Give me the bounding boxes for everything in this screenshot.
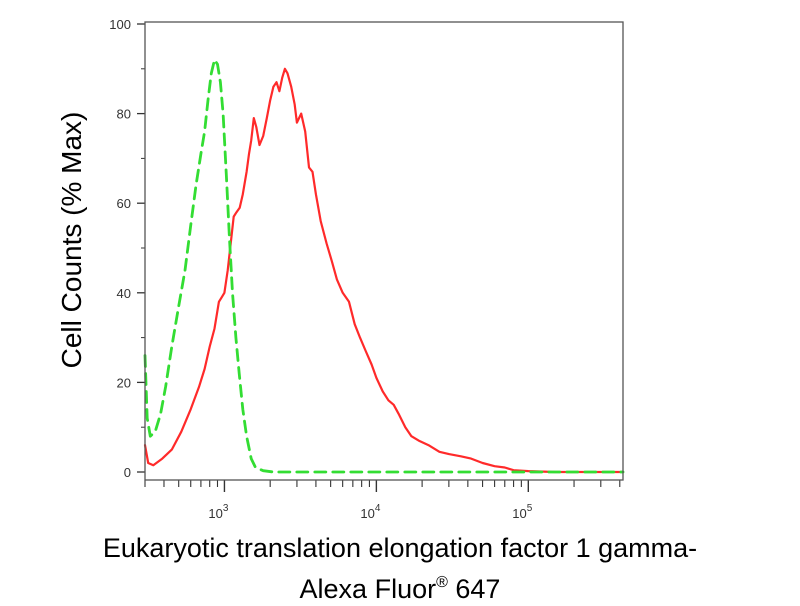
y-tick-label: 40 bbox=[117, 286, 131, 301]
y-tick-label: 80 bbox=[117, 107, 131, 122]
y-tick-label: 60 bbox=[117, 196, 131, 211]
histogram-curves bbox=[143, 58, 625, 474]
y-tick-label: 20 bbox=[117, 375, 131, 390]
x-tick-label: 105 bbox=[512, 503, 532, 521]
x-tick-label: 104 bbox=[360, 503, 380, 521]
x-axis-title-line2: Alexa Fluor® 647 bbox=[0, 566, 800, 606]
y-tick-label: 100 bbox=[109, 17, 131, 32]
x-tick-label: 103 bbox=[208, 503, 228, 521]
sample-curve bbox=[143, 67, 625, 474]
x-axis-title-line1: Eukaryotic translation elongation factor… bbox=[102, 533, 698, 563]
axis-ticks bbox=[137, 23, 621, 492]
plot-frame bbox=[144, 21, 624, 481]
x-axis-title-suffix: 647 bbox=[447, 574, 501, 604]
x-axis-title-prefix: Alexa Fluor bbox=[299, 574, 437, 604]
tick-labels: 0 20 40 60 80 100 103 104 105 bbox=[109, 17, 532, 521]
isotype-control-curve bbox=[143, 58, 625, 474]
y-tick-label: 0 bbox=[124, 465, 131, 480]
registered-mark: ® bbox=[436, 574, 448, 591]
